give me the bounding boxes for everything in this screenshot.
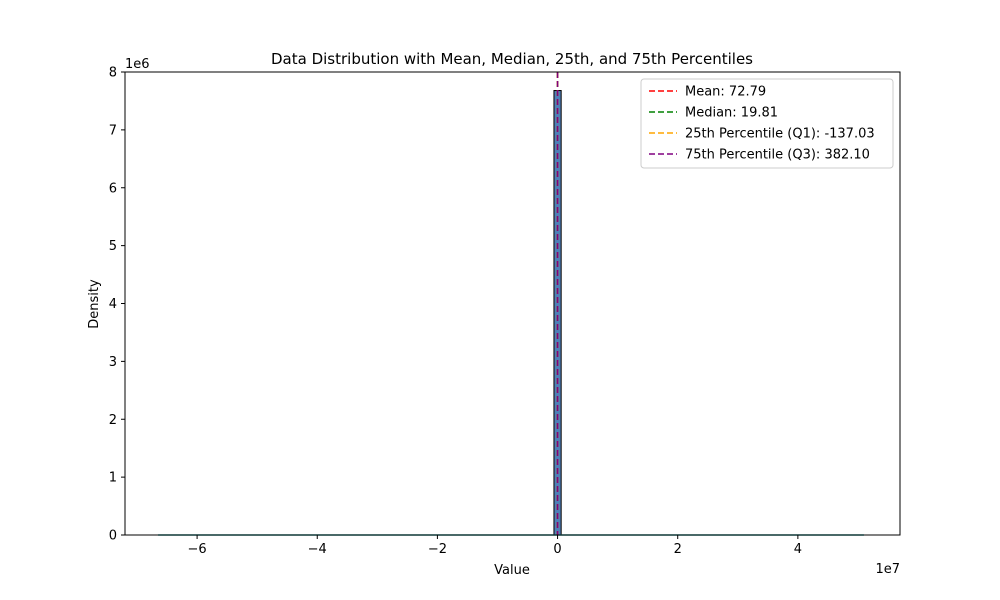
legend-entry: Mean: 72.79 xyxy=(685,85,766,100)
chart-title: Data Distribution with Mean, Median, 25t… xyxy=(271,50,753,68)
legend-entry: Median: 19.81 xyxy=(685,106,778,121)
y-tick-label: 7 xyxy=(109,123,117,138)
legend-entry: 75th Percentile (Q3): 382.10 xyxy=(685,148,870,163)
y-tick-label: 8 xyxy=(109,66,117,81)
y-tick-label: 1 xyxy=(109,471,117,486)
y-tick-label: 6 xyxy=(109,181,117,196)
x-axis-label: Value xyxy=(494,563,530,578)
x-tick-label: −4 xyxy=(308,542,327,557)
y-tick-label: 4 xyxy=(109,297,117,312)
y-tick-label: 3 xyxy=(109,355,117,370)
y-scale-label: 1e6 xyxy=(125,57,150,72)
x-scale-label: 1e7 xyxy=(875,562,900,577)
legend-box xyxy=(640,78,894,169)
y-axis-label: Density xyxy=(87,279,102,329)
x-tick-label: −2 xyxy=(428,542,447,557)
y-tick-label: 2 xyxy=(109,413,117,428)
x-axis-ticks: −6 −4 −2 0 2 4 xyxy=(188,535,802,557)
y-tick-label: 0 xyxy=(109,529,117,544)
x-tick-label: 4 xyxy=(794,542,802,557)
legend: Mean: 72.79 Median: 19.81 25th Percentile … xyxy=(640,78,894,169)
y-axis-ticks: 0 1 2 3 4 5 6 7 8 xyxy=(109,66,125,544)
x-tick-label: −6 xyxy=(188,542,207,557)
x-tick-label: 2 xyxy=(674,542,682,557)
x-tick-label: 0 xyxy=(553,542,561,557)
y-tick-label: 5 xyxy=(109,239,117,254)
legend-entry: 25th Percentile (Q1): -137.03 xyxy=(685,127,875,142)
